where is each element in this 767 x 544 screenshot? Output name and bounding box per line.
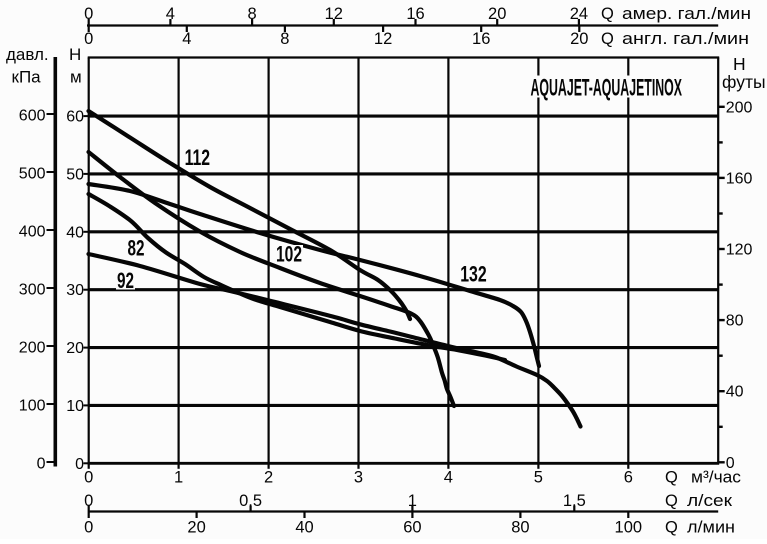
svg-text:3: 3 <box>354 469 363 487</box>
svg-text:англ. гал./мин: англ. гал./мин <box>622 30 749 48</box>
svg-text:24: 24 <box>570 5 588 23</box>
svg-text:2: 2 <box>264 469 273 487</box>
svg-text:40: 40 <box>726 384 744 401</box>
svg-text:60: 60 <box>403 519 421 537</box>
svg-text:м³/час: м³/час <box>691 469 741 487</box>
svg-text:H: H <box>69 45 81 64</box>
svg-text:6: 6 <box>624 469 633 487</box>
svg-text:600: 600 <box>19 108 46 125</box>
svg-text:5: 5 <box>534 469 543 487</box>
svg-text:20: 20 <box>187 519 205 537</box>
svg-text:20: 20 <box>66 340 84 357</box>
svg-text:40: 40 <box>295 519 313 537</box>
svg-text:0: 0 <box>84 492 93 510</box>
svg-text:Q: Q <box>601 30 614 48</box>
svg-text:200: 200 <box>19 340 46 357</box>
svg-text:20: 20 <box>488 5 506 23</box>
svg-text:12: 12 <box>325 5 343 23</box>
svg-text:0: 0 <box>84 5 93 23</box>
svg-text:0: 0 <box>84 469 93 487</box>
svg-text:Q: Q <box>665 469 678 487</box>
svg-text:160: 160 <box>726 170 753 187</box>
svg-text:20: 20 <box>570 30 588 48</box>
svg-text:Q: Q <box>665 519 678 537</box>
svg-text:10: 10 <box>66 398 84 415</box>
svg-text:80: 80 <box>511 519 529 537</box>
svg-text:4: 4 <box>182 30 191 48</box>
svg-text:0: 0 <box>84 519 93 537</box>
svg-text:AQUAJET-AQUAJETINOX: AQUAJET-AQUAJETINOX <box>531 75 683 102</box>
svg-text:80: 80 <box>726 313 744 330</box>
svg-text:Q: Q <box>665 492 678 510</box>
svg-text:50: 50 <box>66 166 84 183</box>
svg-text:амер. гал./мин: амер. гал./мин <box>622 5 751 23</box>
svg-text:1,5: 1,5 <box>563 492 586 510</box>
svg-text:132: 132 <box>460 262 487 287</box>
svg-text:60: 60 <box>66 109 84 126</box>
svg-text:40: 40 <box>66 224 84 241</box>
svg-text:кПа: кПа <box>12 68 42 87</box>
svg-text:л/мин: л/мин <box>687 519 735 537</box>
svg-text:400: 400 <box>19 224 46 241</box>
svg-text:4: 4 <box>166 5 175 23</box>
svg-text:л/сек: л/сек <box>687 492 733 510</box>
svg-text:30: 30 <box>66 282 84 299</box>
svg-text:1: 1 <box>174 469 183 487</box>
svg-text:м: м <box>70 68 82 87</box>
svg-text:82: 82 <box>128 236 145 261</box>
svg-text:0: 0 <box>84 30 93 48</box>
svg-text:Q: Q <box>601 5 614 23</box>
svg-text:8: 8 <box>280 30 289 48</box>
svg-text:102: 102 <box>276 242 302 267</box>
svg-text:футы: футы <box>722 72 766 92</box>
svg-text:0: 0 <box>37 456 46 473</box>
svg-text:100: 100 <box>19 398 46 415</box>
svg-text:0,5: 0,5 <box>239 492 262 510</box>
svg-text:H: H <box>733 54 746 74</box>
svg-text:16: 16 <box>472 30 490 48</box>
svg-text:112: 112 <box>185 145 211 170</box>
svg-text:0: 0 <box>726 455 735 472</box>
svg-text:92: 92 <box>117 268 134 293</box>
svg-text:300: 300 <box>19 282 46 299</box>
svg-text:16: 16 <box>406 5 424 23</box>
svg-text:100: 100 <box>615 519 643 537</box>
svg-text:8: 8 <box>248 5 257 23</box>
svg-text:200: 200 <box>726 99 753 116</box>
svg-text:1: 1 <box>408 492 417 510</box>
svg-text:4: 4 <box>444 469 453 487</box>
svg-text:давл.: давл. <box>6 45 49 64</box>
svg-text:500: 500 <box>19 166 46 183</box>
svg-text:12: 12 <box>374 30 392 48</box>
svg-text:0: 0 <box>75 456 84 473</box>
svg-text:120: 120 <box>726 242 753 259</box>
